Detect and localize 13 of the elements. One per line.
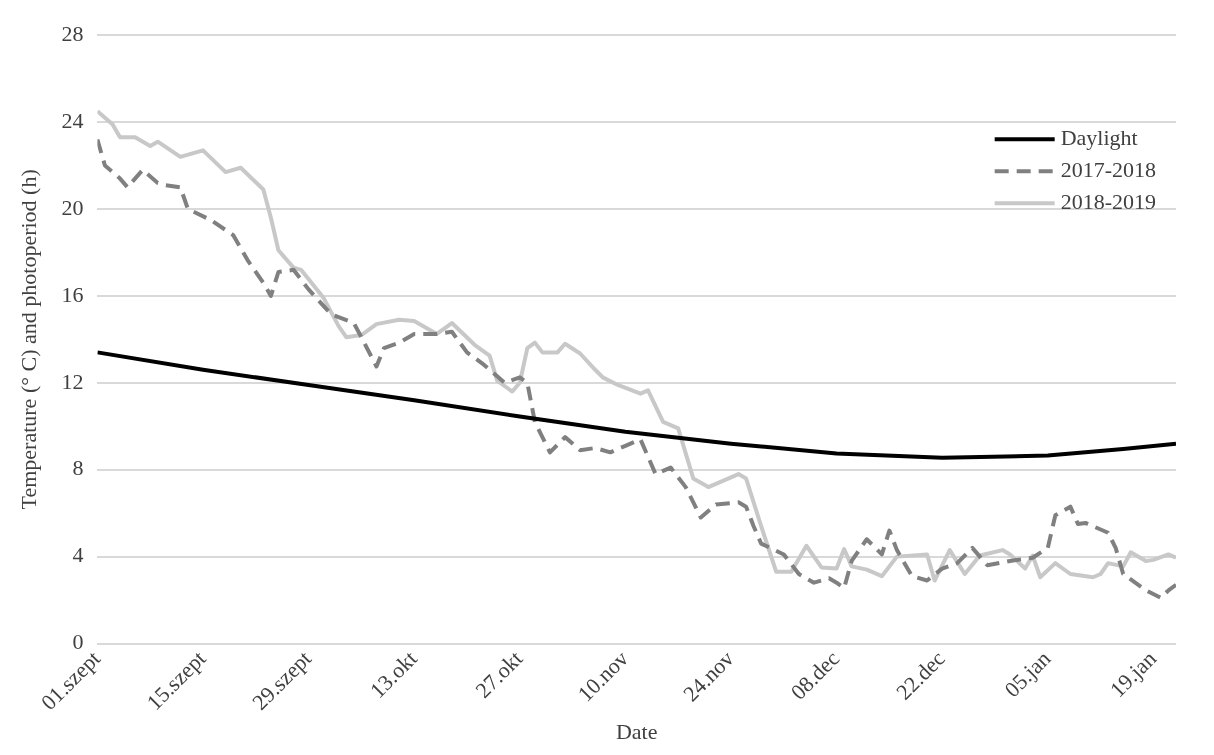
- legend-label: Daylight: [1060, 124, 1138, 150]
- y-tick-label: 0: [72, 629, 84, 655]
- y-tick-label: 24: [61, 107, 84, 133]
- y-axis-title: Temperature (° C) and photoperiod (h): [15, 169, 41, 510]
- x-axis-title: Date: [615, 718, 658, 744]
- y-tick-label: 12: [61, 368, 84, 394]
- legend-label: 2018-2019: [1060, 188, 1156, 214]
- y-tick-label: 28: [61, 20, 84, 46]
- y-tick-label: 16: [61, 281, 84, 307]
- y-tick-label: 8: [72, 455, 84, 481]
- y-tick-label: 4: [72, 542, 84, 568]
- y-tick-label: 20: [61, 194, 84, 220]
- legend-label: 2017-2018: [1060, 156, 1156, 182]
